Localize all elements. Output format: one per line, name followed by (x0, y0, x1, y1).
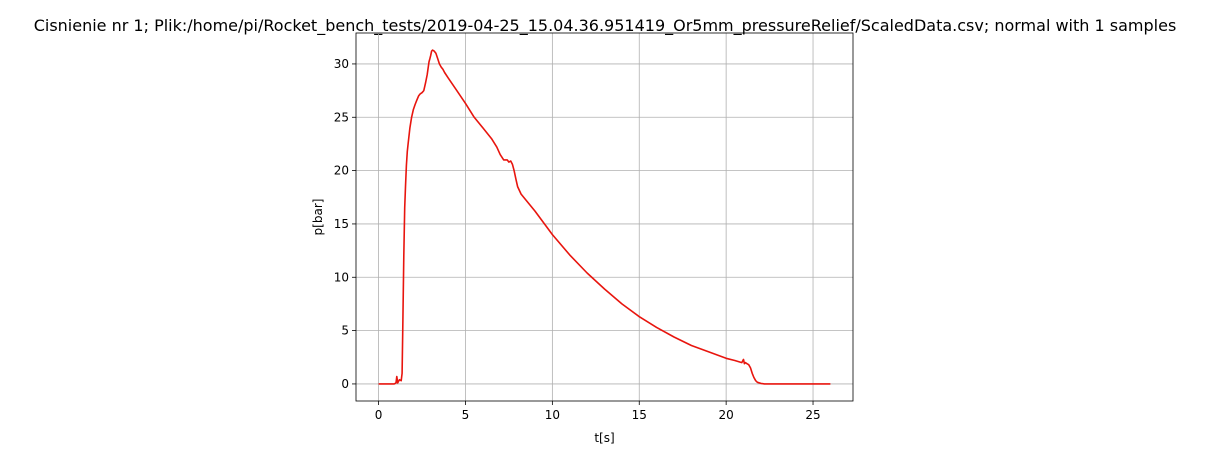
y-tick-label: 10 (334, 270, 349, 284)
series-line (378, 49, 831, 385)
series-layer (378, 49, 831, 385)
y-tick-label: 20 (334, 164, 349, 178)
grid-lines (356, 33, 853, 401)
y-tick-label: 15 (334, 217, 349, 231)
y-tick-label: 25 (334, 110, 349, 124)
x-tick-label: 25 (805, 408, 820, 422)
y-axis-label: p[bar] (311, 199, 325, 236)
x-tick-label: 15 (632, 408, 647, 422)
x-tick-label: 5 (462, 408, 470, 422)
y-tick-label: 0 (341, 377, 349, 391)
x-ticks: 0 5 10 15 20 25 (375, 401, 821, 422)
plot-frame (355, 32, 854, 402)
y-tick-label: 5 (341, 324, 349, 338)
x-tick-label: 10 (545, 408, 560, 422)
x-axis-label: t[s] (594, 431, 614, 445)
y-ticks: 0 5 10 15 20 25 30 (334, 57, 356, 391)
y-tick-label: 30 (334, 57, 349, 71)
x-tick-label: 20 (719, 408, 734, 422)
x-tick-label: 0 (375, 408, 383, 422)
chart-title: Cisnienie nr 1; Plik:/home/pi/Rocket_ben… (34, 16, 1177, 36)
